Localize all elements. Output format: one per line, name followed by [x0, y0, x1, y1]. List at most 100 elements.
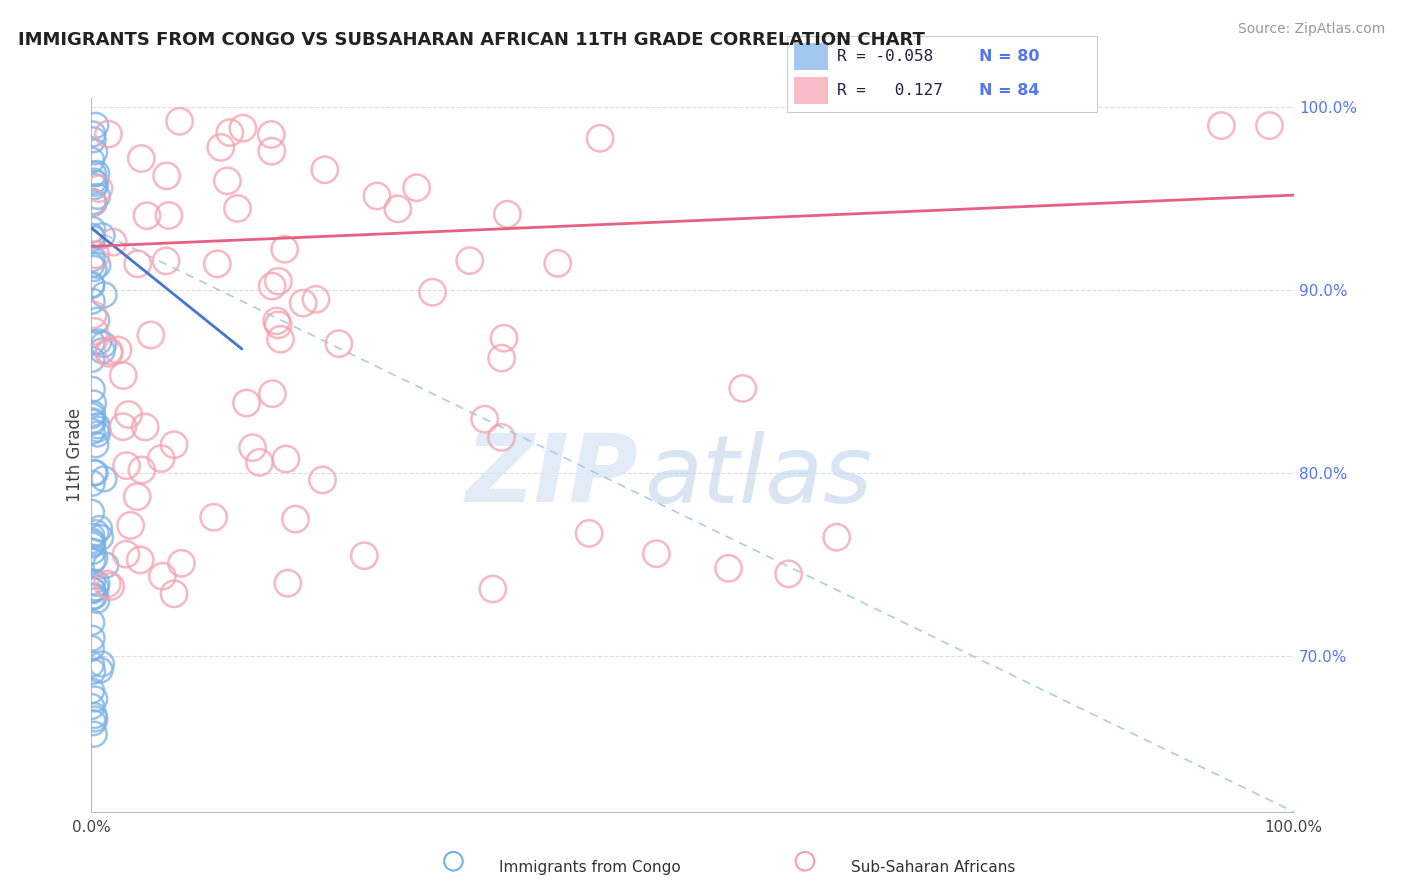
- Point: [136, 209, 159, 223]
- Point: [217, 174, 239, 188]
- Point: [83, 708, 105, 723]
- Point: [82, 415, 104, 429]
- Point: [353, 549, 375, 563]
- Point: [82, 665, 104, 679]
- Point: [82, 554, 104, 568]
- Point: [491, 351, 513, 365]
- Point: [441, 855, 464, 869]
- Point: [82, 476, 104, 491]
- Point: [112, 368, 135, 383]
- Point: [97, 127, 120, 141]
- Point: [82, 414, 104, 428]
- Point: [277, 576, 299, 591]
- Point: [266, 314, 288, 328]
- Point: [232, 121, 254, 136]
- Point: [120, 518, 142, 533]
- Point: [284, 512, 307, 526]
- Point: [86, 427, 108, 442]
- Point: [82, 396, 104, 410]
- Point: [731, 381, 754, 395]
- Point: [80, 641, 103, 656]
- Point: [155, 254, 177, 268]
- Point: [83, 145, 105, 159]
- Point: [94, 558, 117, 573]
- Point: [645, 547, 668, 561]
- Point: [86, 593, 108, 607]
- Point: [262, 386, 284, 401]
- Point: [80, 657, 103, 672]
- Point: [80, 683, 103, 698]
- Point: [84, 525, 107, 540]
- Point: [82, 406, 104, 420]
- Point: [98, 343, 121, 358]
- Text: atlas: atlas: [644, 431, 873, 522]
- Point: [80, 615, 103, 630]
- Point: [115, 547, 138, 561]
- Point: [82, 544, 104, 558]
- Point: [84, 581, 107, 595]
- Point: [84, 248, 107, 262]
- Point: [91, 343, 114, 358]
- Point: [387, 202, 409, 216]
- Point: [93, 472, 115, 486]
- Point: [93, 288, 115, 302]
- Point: [311, 473, 333, 487]
- Point: [82, 590, 104, 604]
- Point: [82, 194, 104, 209]
- Point: [169, 114, 191, 128]
- Point: [83, 179, 105, 194]
- Point: [90, 531, 112, 545]
- Y-axis label: 11th Grade: 11th Grade: [66, 408, 84, 502]
- Point: [90, 657, 112, 671]
- Point: [209, 140, 232, 154]
- Point: [163, 438, 186, 452]
- Point: [83, 324, 105, 338]
- Point: [578, 526, 600, 541]
- Point: [589, 131, 612, 145]
- Point: [80, 533, 103, 548]
- Point: [127, 490, 149, 504]
- Point: [80, 409, 103, 423]
- Point: [82, 536, 104, 550]
- Point: [717, 561, 740, 575]
- Point: [207, 257, 229, 271]
- Point: [260, 144, 283, 158]
- Point: [492, 331, 515, 345]
- Point: [80, 229, 103, 244]
- Text: Source: ZipAtlas.com: Source: ZipAtlas.com: [1237, 22, 1385, 37]
- Point: [163, 587, 186, 601]
- Point: [80, 335, 103, 350]
- Point: [84, 119, 107, 133]
- Point: [226, 202, 249, 216]
- Point: [262, 279, 284, 293]
- Point: [127, 257, 149, 271]
- Point: [547, 256, 569, 270]
- Point: [86, 189, 108, 203]
- Point: [139, 328, 162, 343]
- Point: [82, 425, 104, 439]
- Point: [270, 332, 292, 346]
- Point: [98, 346, 121, 360]
- Point: [84, 438, 107, 452]
- Point: [117, 408, 139, 422]
- Point: [274, 452, 297, 467]
- Text: Immigrants from Congo: Immigrants from Congo: [499, 860, 681, 874]
- Point: [405, 180, 427, 194]
- Point: [107, 343, 129, 357]
- Point: [305, 293, 328, 307]
- Point: [83, 466, 105, 480]
- Point: [89, 663, 111, 677]
- Point: [267, 274, 290, 288]
- Bar: [793, 78, 828, 104]
- Text: N = 80: N = 80: [979, 49, 1039, 64]
- Point: [80, 352, 103, 367]
- Point: [825, 530, 848, 544]
- Point: [131, 152, 153, 166]
- Point: [80, 529, 103, 543]
- Point: [82, 252, 104, 266]
- Text: R =   0.127: R = 0.127: [837, 83, 943, 98]
- Point: [82, 583, 104, 598]
- Point: [82, 382, 104, 396]
- Text: IMMIGRANTS FROM CONGO VS SUBSAHARAN AFRICAN 11TH GRADE CORRELATION CHART: IMMIGRANTS FROM CONGO VS SUBSAHARAN AFRI…: [18, 31, 925, 49]
- Point: [96, 577, 118, 591]
